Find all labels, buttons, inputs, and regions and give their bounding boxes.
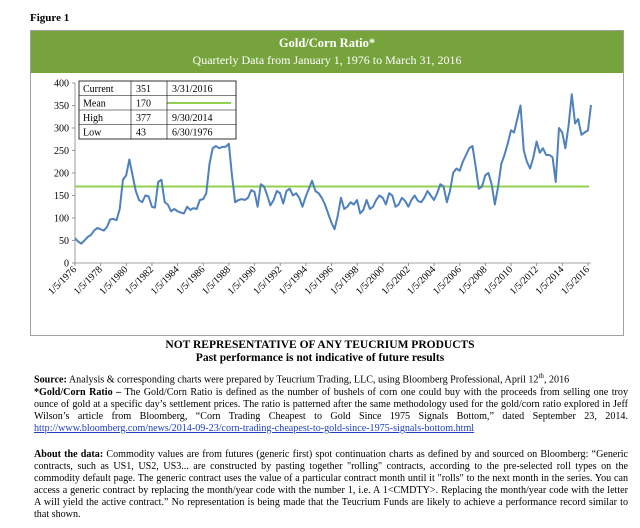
source-text: Analysis & corresponding charts were pre… — [66, 374, 539, 386]
chart-subtitle: Quarterly Data from January 1, 1976 to M… — [192, 53, 462, 67]
y-tick-label: 100 — [54, 214, 69, 225]
series-group — [74, 93, 592, 245]
stats-value: 170 — [136, 99, 151, 110]
bloomberg-article-link[interactable]: http://www.bloomberg.com/news/2014-09-23… — [34, 423, 475, 434]
stats-value: 43 — [136, 128, 146, 139]
chart-header: Gold/Corn Ratio* Quarterly Data from Jan… — [31, 31, 623, 73]
chart-title: Gold/Corn Ratio* — [278, 36, 376, 50]
stats-label: High — [83, 113, 103, 124]
y-tick-label: 300 — [54, 124, 69, 135]
stats-table: Current 351 3/31/2016 Mean 170 High 377 9/30/20… — [78, 80, 237, 140]
stats-date: 3/31/2016 — [172, 84, 213, 95]
disclaimer-line-1: NOT REPRESENTATIVE OF ANY TEUCRIUM PRODU… — [165, 339, 475, 351]
x-tick-label: 1/5/2016 — [559, 264, 592, 297]
ratio-definition: *Gold/Corn Ratio – The Gold/Corn Ratio i… — [34, 387, 628, 435]
y-axis: 0 50 100 150 200 250 300 350 400 — [54, 79, 76, 270]
definition-text: The Gold/Corn Ratio is defined as the nu… — [34, 387, 628, 422]
about-label: About the data: — [34, 449, 104, 460]
chart-plot: 0 50 100 150 200 250 300 350 400 1/5/19761/5/197… — [46, 79, 592, 298]
stats-date: 9/30/2014 — [172, 113, 213, 124]
ratio-series-line — [74, 93, 592, 245]
y-tick-label: 250 — [54, 146, 69, 157]
y-tick-label: 50 — [59, 236, 69, 247]
y-tick-label: 350 — [54, 101, 69, 112]
y-tick-label: 150 — [54, 191, 69, 202]
stats-date: 6/30/1976 — [172, 128, 213, 139]
about-data-note: About the data: Commodity values are fro… — [34, 449, 628, 521]
stats-value: 377 — [136, 113, 151, 124]
definition-label: *Gold/Corn Ratio – — [34, 387, 122, 398]
y-tick-label: 200 — [54, 169, 69, 180]
figure-label: Figure 1 — [30, 12, 70, 24]
source-sup: th — [538, 372, 544, 380]
about-text: Commodity values are from futures (gener… — [34, 449, 629, 520]
source-label: Source: — [34, 374, 67, 386]
disclaimer-line-2: Past performance is not indicative of fu… — [195, 352, 445, 364]
stats-label: Mean — [83, 99, 106, 110]
stats-label: Low — [83, 128, 102, 139]
x-axis: 1/5/19761/5/19781/5/19801/5/19821/5/1984… — [46, 262, 592, 297]
stats-value: 351 — [136, 84, 151, 95]
source-note: Source: Analysis & corresponding charts … — [34, 370, 628, 386]
y-tick-label: 400 — [54, 79, 69, 90]
stats-label: Current — [83, 84, 114, 95]
source-tail: , 2016 — [543, 374, 570, 386]
disclaimer: NOT REPRESENTATIVE OF ANY TEUCRIUM PRODU… — [0, 339, 640, 365]
chart-container: Gold/Corn Ratio* Quarterly Data from Jan… — [30, 30, 624, 336]
y-tick-label: 0 — [64, 259, 69, 270]
